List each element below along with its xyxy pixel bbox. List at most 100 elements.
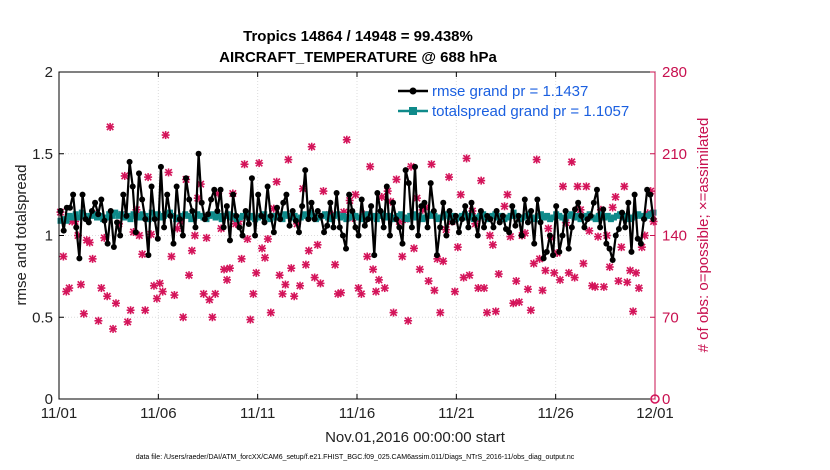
rmse-point <box>88 207 95 214</box>
spread-point <box>547 216 554 223</box>
spread-point <box>127 216 134 223</box>
obs-marker <box>88 254 97 263</box>
obs-marker <box>76 280 85 289</box>
rmse-point <box>647 191 654 198</box>
rmse-point <box>524 219 531 226</box>
rmse-point <box>161 224 168 231</box>
obs-marker <box>357 289 366 298</box>
rmse-point <box>358 196 365 203</box>
spread-point <box>139 211 146 218</box>
obs-marker <box>249 289 258 298</box>
rmse-point <box>518 232 525 239</box>
obs-marker <box>296 281 305 290</box>
obs-marker <box>427 160 436 169</box>
rmse-point <box>183 175 190 182</box>
obs-marker <box>185 271 194 280</box>
spread-point <box>556 212 563 219</box>
rmse-point <box>226 237 233 244</box>
rmse-point <box>390 199 397 206</box>
rmse-point <box>559 232 566 239</box>
rmse-point <box>634 235 641 242</box>
obs-marker <box>529 259 538 268</box>
obs-marker <box>363 252 372 261</box>
obs-marker <box>211 289 220 298</box>
rmse-point <box>393 216 400 223</box>
obs-marker <box>541 266 550 275</box>
rmse-point <box>201 216 208 223</box>
obs-marker <box>237 254 246 263</box>
rmse-point <box>412 163 419 170</box>
rmse-point <box>437 224 444 231</box>
rmse-point <box>195 150 202 157</box>
rmse-point <box>283 191 290 198</box>
rmse-line <box>59 152 655 262</box>
obs-marker <box>266 308 275 317</box>
obs-marker <box>202 233 211 242</box>
spread-point <box>337 214 344 221</box>
rmse-point <box>556 248 563 255</box>
y-axis-label: rmse and totalspread <box>13 165 30 306</box>
rmse-point <box>76 255 83 262</box>
rmse-point <box>308 199 315 206</box>
obs-marker <box>103 292 112 301</box>
rmse-point <box>104 240 111 247</box>
rmse-point <box>70 191 77 198</box>
x-tick-label: 11/16 <box>339 405 375 422</box>
spread-point <box>480 211 487 218</box>
obs-marker <box>109 324 118 333</box>
obs-marker <box>126 306 135 315</box>
rmse-point <box>145 252 152 259</box>
spread-point <box>358 216 365 223</box>
rmse-point <box>114 219 121 226</box>
rmse-point <box>496 219 503 226</box>
spread-point <box>534 212 541 219</box>
spread-point <box>434 216 441 223</box>
obs-marker <box>398 252 407 261</box>
obs-marker <box>208 313 217 322</box>
spread-point <box>264 214 271 221</box>
spread-point <box>355 214 362 221</box>
obs-marker <box>445 173 454 182</box>
obs-marker <box>582 182 591 191</box>
obs-marker <box>246 315 255 324</box>
obs-marker <box>608 203 617 212</box>
obs-marker <box>594 232 603 241</box>
rmse-point <box>179 232 186 239</box>
obs-marker <box>585 226 594 235</box>
spread-point <box>461 211 468 218</box>
chart-subtitle: AIRCRAFT_TEMPERATURE @ 688 hPa <box>219 49 497 66</box>
rmse-point <box>73 224 80 231</box>
spread-point <box>352 212 359 219</box>
x-axis-label: Nov.01,2016 00:00:00 start <box>325 429 506 446</box>
rmse-point <box>581 224 588 231</box>
spread-point <box>577 216 584 223</box>
spread-point <box>443 211 450 218</box>
rmse-point <box>170 240 177 247</box>
obs-marker <box>97 284 106 293</box>
obs-marker <box>278 289 287 298</box>
rmse-point <box>289 207 296 214</box>
rmse-point <box>302 167 309 174</box>
obs-marker <box>135 231 144 240</box>
obs-marker <box>263 235 272 244</box>
rmse-point <box>386 232 393 239</box>
rmse-point <box>330 224 337 231</box>
obs-marker <box>477 176 486 185</box>
rmse-point <box>405 180 412 187</box>
rmse-point <box>139 196 146 203</box>
rmse-point <box>427 180 434 187</box>
legend-rmse-marker <box>409 87 417 95</box>
obs-marker <box>138 250 147 259</box>
rmse-point <box>622 224 629 231</box>
rmse-point <box>625 199 632 206</box>
rmse-point <box>343 245 350 252</box>
axes: 11/01 11/06 11/11 11/16 11/21 11/26 12/0100.51… <box>32 64 687 422</box>
obs-marker <box>424 277 433 286</box>
obs-marker <box>225 264 234 273</box>
obs-marker <box>480 284 489 293</box>
obs-marker <box>500 202 509 211</box>
spread-point <box>69 214 76 221</box>
obs-marker <box>287 264 296 273</box>
obs-marker <box>85 238 94 247</box>
obs-marker <box>252 268 261 277</box>
